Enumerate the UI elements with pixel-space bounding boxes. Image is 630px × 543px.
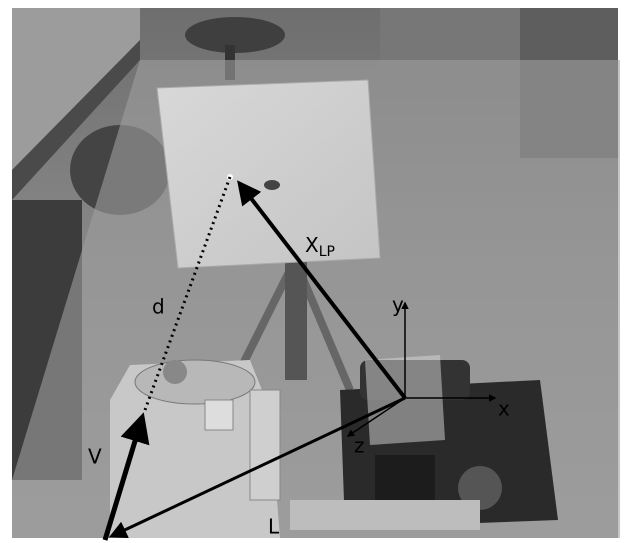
label-x: x [498,397,510,421]
photo [12,8,620,538]
label-z: z [354,434,365,458]
label-xlp-main: X [305,233,319,257]
label-xlp-subscript: LP [319,244,335,260]
label-v: V [88,445,102,469]
label-d: d [152,295,165,319]
label-y: y [392,293,404,317]
annotated-photo: d XLP y x z V L [0,0,630,543]
label-l: L [268,515,280,539]
